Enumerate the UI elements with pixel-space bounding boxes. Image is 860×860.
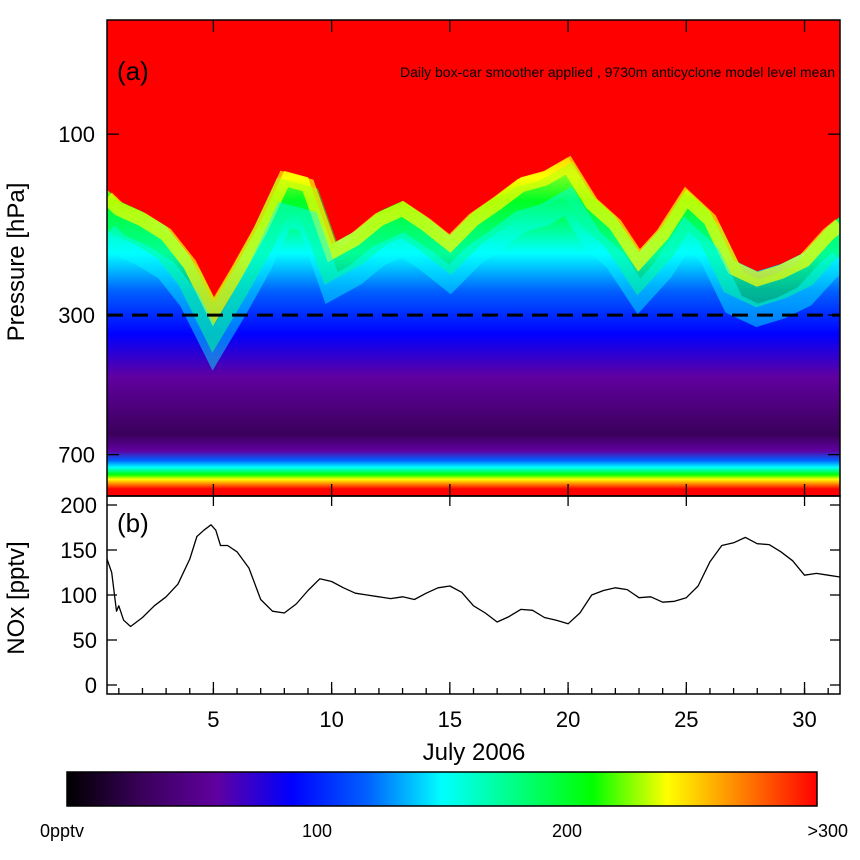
heatmap-yellow-band	[107, 155, 840, 327]
panel-a-annotation: Daily box-car smoother applied , 9730m a…	[400, 64, 835, 80]
colorbar-tick-label: 100	[302, 821, 332, 841]
y-tick-label: 50	[73, 628, 97, 653]
y-tick-label: 200	[60, 493, 97, 518]
x-ticks: 5 10 15 20 25 30	[118, 20, 829, 732]
heatmap-cyan-band	[107, 186, 840, 371]
panel-b-y-axis-title: NOx [pptv]	[3, 541, 30, 654]
x-axis-title: July 2006	[423, 739, 526, 766]
y-tick-label: 100	[58, 122, 95, 147]
x-tick-label: 10	[319, 707, 343, 732]
panel-b-label: (b)	[117, 508, 149, 538]
panel-a-label: (a)	[117, 56, 149, 86]
nox-series-line	[107, 524, 840, 628]
x-tick-label: 5	[207, 707, 219, 732]
colorbar-tick-label: 0pptv	[40, 821, 84, 841]
panel-a-y-axis-title: Pressure [hPa]	[3, 183, 30, 342]
colorbar-labels: 0pptv 100 200 >300	[40, 821, 848, 841]
x-tick-label: 20	[556, 707, 580, 732]
panel-b-line-chart	[107, 524, 840, 628]
y-tick-label: 300	[58, 303, 95, 328]
x-tick-label: 15	[438, 707, 462, 732]
x-tick-label: 25	[674, 707, 698, 732]
panel-b-y-ticks: 0 50 100 150 200	[60, 493, 840, 698]
y-tick-label: 100	[60, 583, 97, 608]
y-tick-label: 0	[85, 673, 97, 698]
colorbar-tick-label: >300	[807, 821, 848, 841]
colorbar-tick-label: 200	[552, 821, 582, 841]
panel-b-frame	[106, 495, 841, 695]
x-tick-label: 30	[792, 707, 816, 732]
y-tick-label: 700	[58, 443, 95, 468]
panel-a-heatmap	[107, 20, 840, 496]
panel-a-y-ticks: 100 300 700	[58, 122, 840, 468]
y-tick-label: 150	[60, 538, 97, 563]
colorbar	[66, 771, 818, 807]
